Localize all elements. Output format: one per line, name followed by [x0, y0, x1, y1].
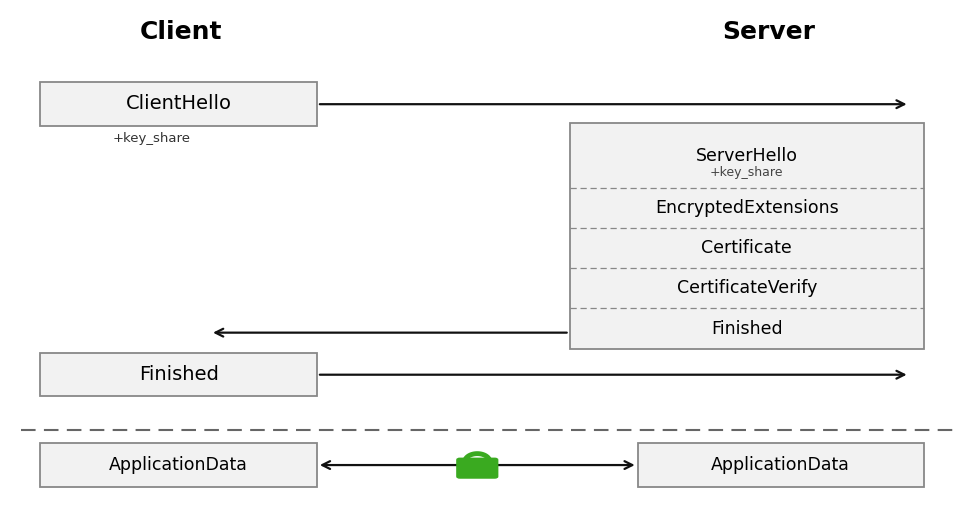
Text: Client: Client [140, 19, 222, 43]
Text: Server: Server [722, 19, 815, 43]
Text: Finished: Finished [711, 320, 783, 338]
Bar [40, 443, 317, 487]
Text: ApplicationData: ApplicationData [109, 456, 248, 474]
Bar [40, 82, 317, 126]
Text: Finished: Finished [138, 365, 218, 384]
Text: Certificate: Certificate [701, 239, 792, 257]
Text: ApplicationData: ApplicationData [711, 456, 850, 474]
Bar [570, 123, 924, 349]
Text: ServerHello: ServerHello [695, 147, 798, 164]
Text: ClientHello: ClientHello [126, 94, 232, 113]
Text: EncryptedExtensions: EncryptedExtensions [655, 199, 839, 217]
FancyBboxPatch shape [457, 458, 498, 478]
Text: +key_share: +key_share [113, 132, 191, 145]
Text: +key_share: +key_share [710, 166, 783, 179]
Text: CertificateVerify: CertificateVerify [677, 279, 817, 298]
Bar [40, 353, 317, 396]
Bar [638, 443, 924, 487]
